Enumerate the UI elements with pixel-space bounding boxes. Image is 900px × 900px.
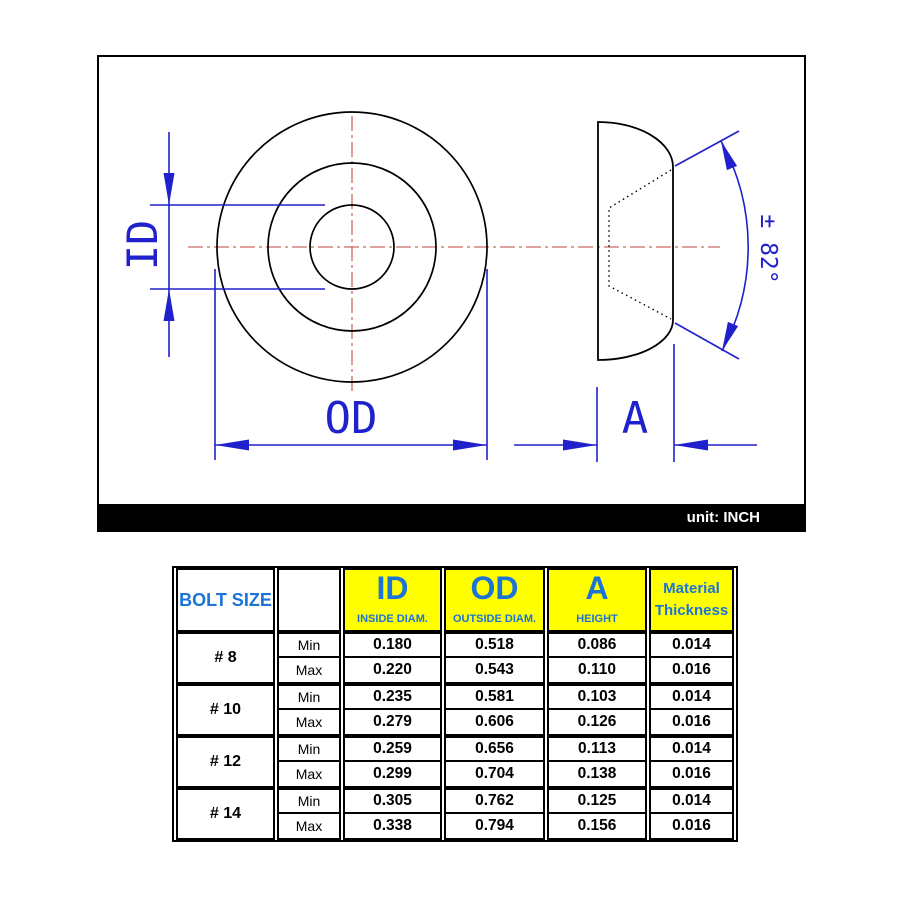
value-cell: 0.581 <box>444 684 545 710</box>
value-cell: 0.016 <box>649 710 734 736</box>
top-view-circles <box>216 111 488 383</box>
a-label: A <box>622 393 649 444</box>
col-subtitle: INSIDE DIAM. <box>357 613 428 625</box>
value-cell: 0.016 <box>649 814 734 840</box>
arrowhead-down <box>163 173 175 205</box>
table-row: # 8 Min 0.180 0.518 0.086 0.014 <box>176 632 734 684</box>
value-cell: 0.794 <box>444 814 545 840</box>
value-cell: 0.704 <box>444 762 545 788</box>
washer-drawing: ID OD A ± 82° <box>118 111 781 462</box>
arrowhead-upper <box>721 141 738 171</box>
value-cell: 0.014 <box>649 736 734 762</box>
table-row: # 12 Min 0.259 0.656 0.113 0.014 <box>176 736 734 788</box>
value-cell: 0.279 <box>343 710 442 736</box>
col-title: ID <box>376 570 409 606</box>
value-cell: 0.138 <box>547 762 647 788</box>
value-cell: 0.014 <box>649 684 734 710</box>
value-cell: 0.156 <box>547 814 647 840</box>
table-row: Max 0.338 0.794 0.156 0.016 <box>176 814 734 840</box>
value-cell: 0.126 <box>547 710 647 736</box>
bolt-size-cell: # 12 <box>176 736 275 788</box>
col-title: Material <box>663 580 720 598</box>
id-dimension <box>150 132 325 357</box>
col-title: A <box>585 570 609 606</box>
angle-label: ± 82° <box>755 214 781 283</box>
a-dimension <box>514 344 757 462</box>
col-subtitle: OUTSIDE DIAM. <box>452 613 537 625</box>
table-row: Max 0.299 0.704 0.138 0.016 <box>176 762 734 788</box>
min-label: Min <box>277 684 341 710</box>
max-label: Max <box>277 762 341 788</box>
header-row: BOLT SIZE ID INSIDE DIAM. OD OUTSIDE DIA… <box>176 568 734 632</box>
spec-table: BOLT SIZE ID INSIDE DIAM. OD OUTSIDE DIA… <box>172 566 738 842</box>
value-cell: 0.110 <box>547 658 647 684</box>
value-cell: 0.543 <box>444 658 545 684</box>
value-cell: 0.259 <box>343 736 442 762</box>
arrowhead-left <box>674 439 708 451</box>
max-label: Max <box>277 710 341 736</box>
max-label: Max <box>277 658 341 684</box>
arrowhead-lower <box>722 321 739 351</box>
value-cell: 0.220 <box>343 658 442 684</box>
value-cell: 0.606 <box>444 710 545 736</box>
bolt-size-cell: # 8 <box>176 632 275 684</box>
col-header-blank <box>277 568 341 632</box>
col-subtitle: Thickness <box>654 602 729 619</box>
arrowhead-right <box>453 439 487 451</box>
side-view-profile <box>597 121 674 361</box>
value-cell: 0.762 <box>444 788 545 814</box>
hidden-countersink-line <box>608 169 672 320</box>
value-cell: 0.299 <box>343 762 442 788</box>
col-subtitle: HEIGHT <box>576 613 618 625</box>
max-label: Max <box>277 814 341 840</box>
col-header-material-thickness: Material Thickness <box>649 568 734 632</box>
value-cell: 0.086 <box>547 632 647 658</box>
od-dimension <box>214 269 488 460</box>
arrowhead-up <box>163 289 175 321</box>
value-cell: 0.180 <box>343 632 442 658</box>
technical-drawing-panel: ID OD A ± 82° uni <box>97 55 806 532</box>
min-label: Min <box>277 788 341 814</box>
od-label: OD <box>325 393 378 444</box>
min-label: Min <box>277 632 341 658</box>
col-header-bolt-size: BOLT SIZE <box>176 568 275 632</box>
value-cell: 0.103 <box>547 684 647 710</box>
table-row: # 14 Min 0.305 0.762 0.125 0.014 <box>176 788 734 840</box>
arrowhead-right <box>563 439 597 451</box>
col-header-a: A HEIGHT <box>547 568 647 632</box>
value-cell: 0.016 <box>649 762 734 788</box>
col-header-od: OD OUTSIDE DIAM. <box>444 568 545 632</box>
value-cell: 0.656 <box>444 736 545 762</box>
value-cell: 0.113 <box>547 736 647 762</box>
value-cell: 0.518 <box>444 632 545 658</box>
unit-bar: unit: INCH <box>99 504 804 530</box>
value-cell: 0.016 <box>649 658 734 684</box>
value-cell: 0.305 <box>343 788 442 814</box>
arrowhead-left <box>215 439 249 451</box>
col-title: OD <box>470 570 519 606</box>
value-cell: 0.235 <box>343 684 442 710</box>
min-label: Min <box>277 736 341 762</box>
value-cell: 0.125 <box>547 788 647 814</box>
col-header-id: ID INSIDE DIAM. <box>343 568 442 632</box>
id-label: ID <box>118 220 167 271</box>
bolt-size-cell: # 10 <box>176 684 275 736</box>
table-row: # 10 Min 0.235 0.581 0.103 0.014 <box>176 684 734 736</box>
unit-note: unit: INCH <box>686 508 760 526</box>
angle-dimension <box>674 130 749 360</box>
value-cell: 0.338 <box>343 814 442 840</box>
table-row: Max 0.220 0.543 0.110 0.016 <box>176 658 734 684</box>
bolt-size-cell: # 14 <box>176 788 275 840</box>
value-cell: 0.014 <box>649 788 734 814</box>
table-row: Max 0.279 0.606 0.126 0.016 <box>176 710 734 736</box>
value-cell: 0.014 <box>649 632 734 658</box>
